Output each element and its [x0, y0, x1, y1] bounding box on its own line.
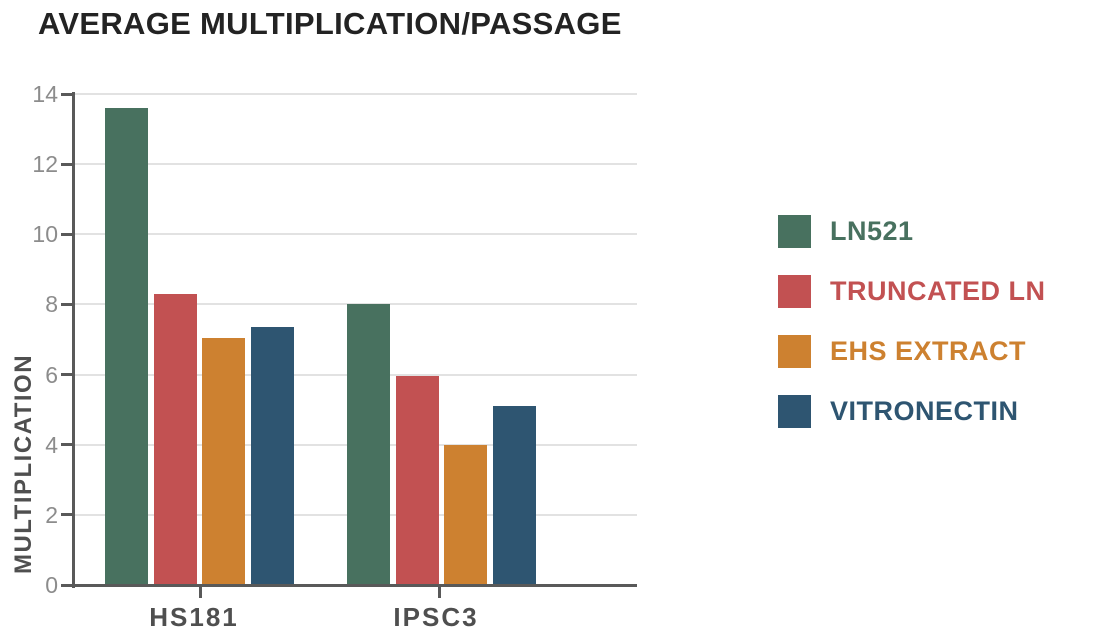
- y-tick-0: [61, 583, 74, 587]
- legend-label-ehs-extract: EHS EXTRACT: [830, 336, 1027, 366]
- legend-item-vitronectin: VITRONECTIN: [778, 395, 1045, 428]
- y-axis-line: [72, 92, 75, 588]
- bar-ipsc3-ln521: [347, 304, 390, 585]
- gridline-y-14: [75, 93, 637, 96]
- bar-hs181-ehs-extract: [202, 337, 245, 585]
- bar-hs181-truncated-ln: [153, 293, 197, 585]
- legend-item-truncated-ln: TRUNCATED LN: [778, 275, 1045, 308]
- x-axis-line: [68, 584, 637, 587]
- y-tick-label-14: 14: [32, 81, 58, 108]
- y-tick-2: [61, 513, 74, 517]
- y-tick-label-8: 8: [45, 291, 58, 318]
- legend-swatch-ehs-extract: [778, 335, 811, 368]
- x-tick-hs181: [198, 587, 202, 598]
- bar-ipsc3-truncated-ln: [395, 376, 439, 585]
- chart-title: AVERAGE MULTIPLICATION/PASSAGE: [38, 6, 622, 41]
- bar-ipsc3-ehs-extract: [444, 444, 487, 585]
- y-tick-10: [61, 232, 74, 236]
- legend-swatch-truncated-ln: [778, 275, 811, 308]
- legend-item-ehs-extract: EHS EXTRACT: [778, 335, 1045, 368]
- y-tick-label-0: 0: [45, 572, 58, 598]
- legend-label-truncated-ln: TRUNCATED LN: [830, 276, 1046, 306]
- y-tick-label-6: 6: [45, 361, 58, 388]
- y-tick-label-4: 4: [45, 431, 58, 458]
- bar-hs181-vitronectin: [250, 327, 294, 585]
- legend-label-ln521: LN521: [830, 216, 914, 246]
- y-tick-12: [61, 162, 74, 166]
- bar-hs181-ln521: [105, 108, 148, 585]
- y-tick-4: [61, 443, 74, 447]
- x-category-label-ipsc3: IPSC3: [393, 602, 479, 632]
- y-axis-label: MULTIPLICATION: [10, 353, 37, 575]
- x-category-label-hs181: HS181: [149, 602, 239, 632]
- gridline-y-10: [75, 233, 637, 236]
- y-tick-label-10: 10: [32, 221, 58, 248]
- y-tick-6: [61, 373, 74, 377]
- y-tick-8: [61, 302, 74, 306]
- y-tick-label-12: 12: [32, 151, 58, 178]
- gridline-y-12: [75, 163, 637, 166]
- bar-ipsc3-vitronectin: [492, 406, 536, 585]
- legend-label-vitronectin: VITRONECTIN: [830, 396, 1019, 426]
- y-tick-label-2: 2: [45, 501, 58, 528]
- legend: LN521 TRUNCATED LN EHS EXTRACT VITRONECTIN: [778, 215, 1045, 455]
- x-tick-ipsc3: [437, 587, 441, 598]
- legend-swatch-vitronectin: [778, 395, 811, 428]
- legend-item-ln521: LN521: [778, 215, 1045, 248]
- legend-swatch-ln521: [778, 215, 811, 248]
- y-tick-14: [61, 92, 74, 96]
